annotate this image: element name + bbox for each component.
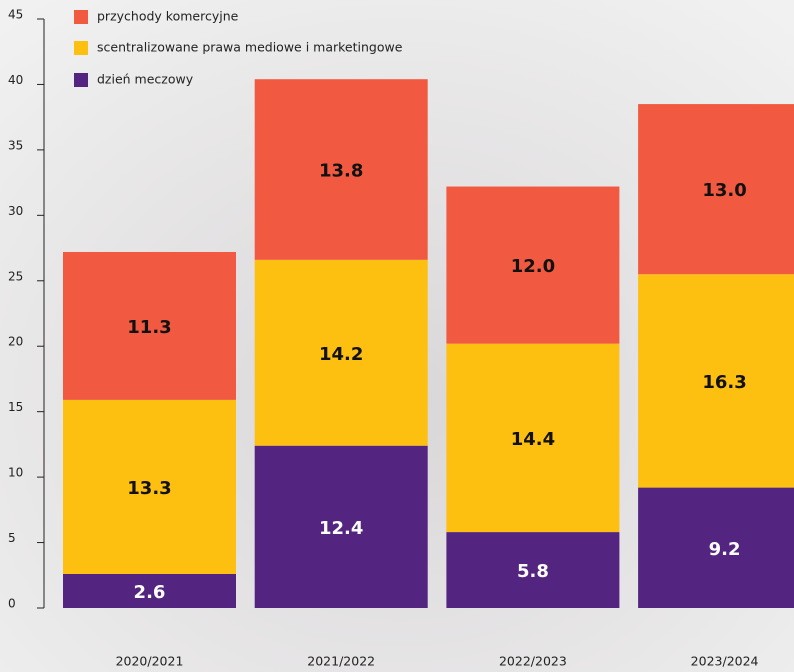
legend-swatch	[74, 73, 88, 87]
x-tick-label: 2021/2022	[307, 654, 375, 669]
value-label: 11.3	[127, 317, 171, 338]
value-label: 9.2	[709, 539, 741, 560]
y-tick-label: 15	[8, 400, 23, 414]
value-label: 13.8	[319, 161, 363, 182]
legend-swatch	[74, 41, 88, 55]
legend-label: scentralizowane prawa mediowe i marketin…	[97, 40, 403, 55]
value-label: 14.4	[511, 429, 555, 450]
value-label: 12.0	[511, 256, 555, 277]
y-tick-label: 40	[8, 73, 23, 87]
value-label: 12.4	[319, 518, 363, 539]
y-tick-label: 0	[8, 597, 16, 611]
value-label: 16.3	[702, 372, 746, 393]
x-tick-label: 2020/2021	[116, 654, 184, 669]
value-label: 2.6	[134, 582, 166, 603]
chart: 0 5 10 15 20 25 30 35 40 45 przychody komercyjne sc…	[0, 0, 794, 672]
y-tick-label: 35	[8, 138, 23, 152]
value-label: 14.2	[319, 344, 363, 365]
y-tick-label: 25	[8, 269, 23, 283]
legend-label: dzień meczowy	[97, 72, 194, 87]
legend-label: przychody komercyjne	[97, 9, 239, 24]
value-label: 5.8	[517, 561, 549, 582]
value-label: 13.3	[127, 478, 171, 499]
x-tick-label: 2023/2024	[691, 654, 759, 669]
y-tick-label: 30	[8, 204, 23, 218]
y-tick-label: 45	[8, 8, 23, 22]
y-tick-label: 5	[8, 531, 16, 545]
y-tick-label: 20	[8, 335, 23, 349]
y-tick-label: 10	[8, 466, 23, 480]
legend-swatch	[74, 10, 88, 24]
value-label: 13.0	[702, 180, 746, 201]
x-tick-label: 2022/2023	[499, 654, 567, 669]
